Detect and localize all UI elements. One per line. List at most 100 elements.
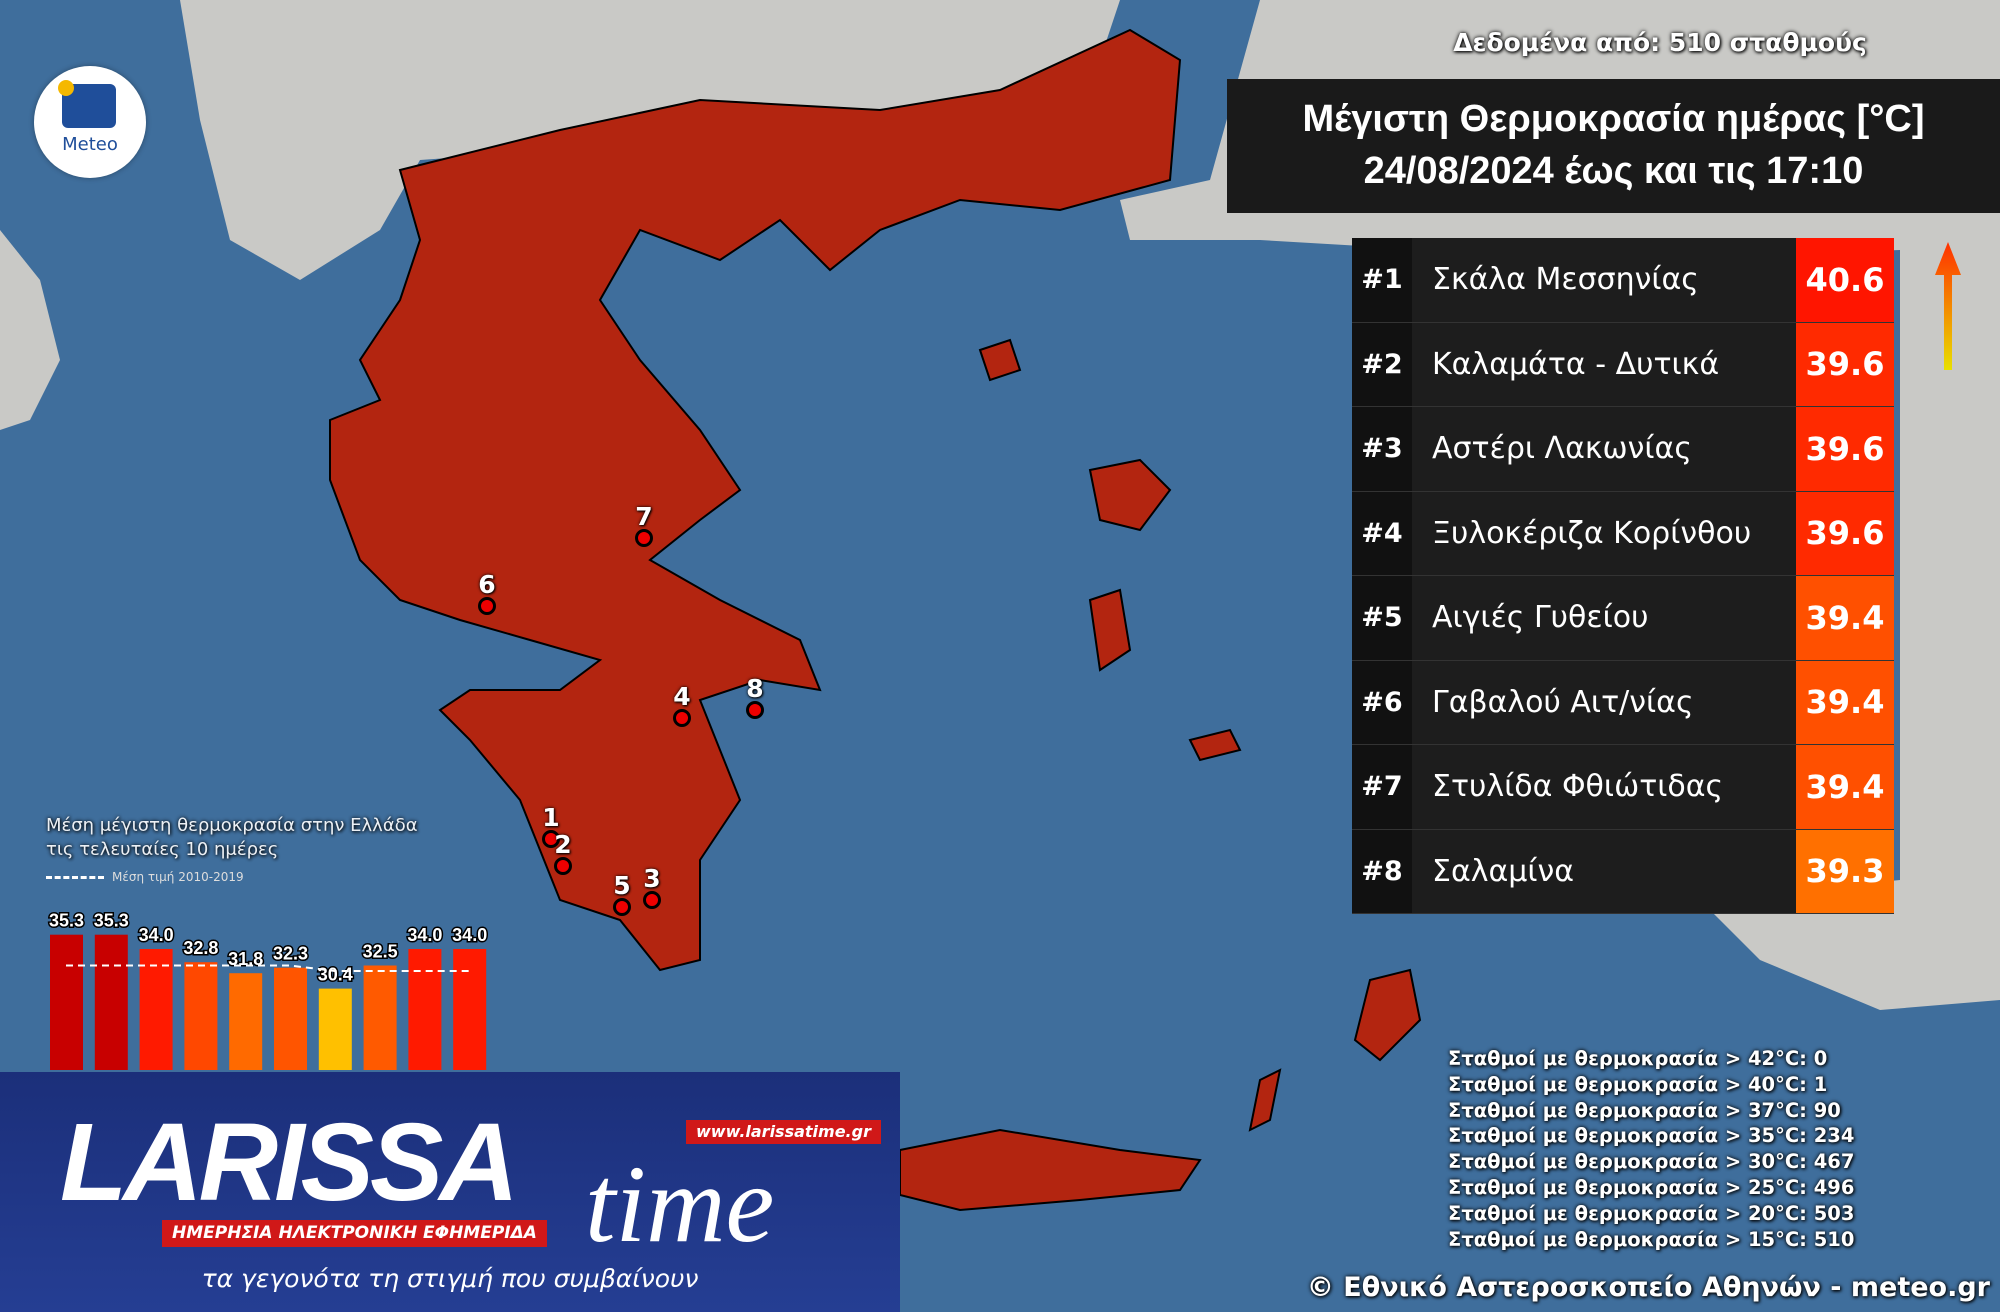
rank: #5	[1352, 576, 1412, 660]
bar	[184, 962, 218, 1070]
ranking-row: #5 Αιγιές Γυθείου 39.4	[1352, 576, 1894, 661]
station-name: Γαβαλού Αιτ/νίας	[1412, 660, 1796, 744]
station-marker	[643, 891, 661, 909]
marker-label: 7	[635, 502, 653, 531]
temperature-value: 39.4	[1796, 660, 1894, 744]
rank: #3	[1352, 407, 1412, 491]
station-marker	[635, 529, 653, 547]
greece-land	[329, 28, 1422, 1212]
dashed-line-icon	[46, 875, 104, 879]
marker-label: 1	[542, 803, 560, 832]
stat-line: Σταθμοί με θερμοκρασία > 37°C: 90	[1448, 1098, 1841, 1122]
bar	[94, 934, 128, 1070]
ranking-row: #8 Σαλαμίνα 39.3	[1352, 829, 1894, 914]
larissatime-banner[interactable]	[0, 1072, 900, 1312]
ranking-row: #6 Γαβαλού Αιτ/νίας 39.4	[1352, 660, 1894, 745]
title: Μέγιστη Θερμοκρασία ημέρας [°C]	[1302, 98, 1925, 140]
bar-label: 35.3	[94, 911, 129, 931]
marker-label: 8	[746, 674, 764, 703]
station-marker	[673, 709, 691, 727]
station-marker	[613, 898, 631, 916]
marker-label: 4	[673, 682, 691, 711]
bar-label: 34.0	[407, 925, 442, 945]
bar-label: 31.8	[228, 949, 263, 969]
brand-name-2: time	[585, 1143, 775, 1265]
bar-label: 32.5	[363, 942, 398, 962]
marker-label: 5	[613, 871, 631, 900]
station-name: Σκάλα Μεσσηνίας	[1412, 238, 1796, 322]
meteo-logo: Meteo	[34, 66, 146, 178]
bar-label: 35.3	[49, 911, 84, 931]
chart-legend: Μέση τιμή 2010-2019	[46, 870, 244, 884]
rank: #7	[1352, 745, 1412, 829]
temperature-value: 39.6	[1796, 322, 1894, 406]
station-marker	[542, 830, 560, 848]
station-marker	[478, 597, 496, 615]
data-source: Δεδομένα από: 510 σταθμούς	[1453, 28, 1867, 57]
temperature-scale-arrow-icon	[1935, 242, 1961, 370]
bar	[363, 965, 397, 1070]
bar	[408, 949, 442, 1070]
marker-label: 2	[554, 830, 572, 859]
stat-line: Σταθμοί με θερμοκρασία > 40°C: 1	[1448, 1072, 1828, 1096]
temperature-value: 39.6	[1796, 491, 1894, 575]
bar-label: 32.8	[183, 938, 218, 958]
bar-label: 30.4	[318, 965, 353, 985]
ranking-row: #4 Ξυλοκέριζα Κορίνθου 39.6	[1352, 491, 1894, 576]
bar	[274, 967, 307, 1070]
rank: #1	[1352, 238, 1412, 322]
station-name: Αστέρι Λακωνίας	[1412, 407, 1796, 491]
station-name: Στυλίδα Φθιώτιδας	[1412, 745, 1796, 829]
bar	[229, 973, 263, 1070]
chart-title-line2: τις τελευταίες 10 ημέρες	[46, 839, 279, 860]
temperature-value: 39.3	[1796, 829, 1894, 913]
bar-label: 34.0	[139, 925, 174, 945]
rank: #2	[1352, 322, 1412, 406]
sun-icon	[58, 80, 74, 96]
brand-name: LARISSA	[60, 1101, 519, 1224]
reference-line	[66, 964, 470, 972]
title-box: Μέγιστη Θερμοκρασία ημέρας [°C] 24/08/20…	[1227, 79, 2000, 213]
banner-subtitle: ΗΜΕΡΗΣΙΑ ΗΛΕΚΤΡΟΝΙΚΗ ΕΦΗΜΕΡΙΔΑ	[162, 1220, 547, 1247]
bar-chart: 35.3 35.3 34.0 32.8 31.8 32.3 30.4 32.5 34.0 34.0	[47, 909, 489, 1070]
rank: #4	[1352, 491, 1412, 575]
station-name: Ξυλοκέριζα Κορίνθου	[1412, 491, 1796, 575]
stat-line: Σταθμοί με θερμοκρασία > 20°C: 503	[1448, 1201, 1855, 1225]
ranking-table: #1 Σκάλα Μεσσηνίας 40.6 #2 Καλαμάτα - Δυτικά…	[1352, 238, 1894, 914]
station-marker	[746, 701, 764, 719]
marker-label: 3	[643, 864, 661, 893]
rank: #8	[1352, 829, 1412, 913]
bar	[139, 949, 173, 1070]
banner-tagline: τα γεγονότα τη στιγμή που συμβαίνουν	[201, 1264, 699, 1293]
date-time: 24/08/2024 έως και τις 17:10	[1363, 150, 1864, 192]
ranking-row: #7 Στυλίδα Φθιώτιδας 39.4	[1352, 745, 1894, 830]
ranking-row: #3 Αστέρι Λακωνίας 39.6	[1352, 407, 1894, 492]
website-link[interactable]: www.larissatime.gr	[686, 1120, 881, 1144]
stat-line: Σταθμοί με θερμοκρασία > 15°C: 510	[1448, 1227, 1855, 1251]
legend-label: Μέση τιμή 2010-2019	[112, 870, 244, 884]
bar	[453, 949, 487, 1070]
bar	[318, 988, 352, 1070]
bar-label: 34.0	[452, 925, 487, 945]
temperature-value: 39.6	[1796, 407, 1894, 491]
stat-line: Σταθμοί με θερμοκρασία > 42°C: 0	[1448, 1047, 1828, 1070]
bar-label: 32.3	[273, 944, 308, 964]
temperature-value: 39.4	[1796, 576, 1894, 660]
ranking-row: #1 Σκάλα Μεσσηνίας 40.6	[1352, 238, 1894, 323]
temperature-value: 39.4	[1796, 745, 1894, 829]
bar	[50, 934, 83, 1070]
station-name: Καλαμάτα - Δυτικά	[1412, 322, 1796, 406]
stat-line: Σταθμοί με θερμοκρασία > 30°C: 467	[1448, 1150, 1855, 1174]
copyright: © Εθνικό Αστεροσκοπείο Αθηνών - meteo.gr	[1306, 1272, 1990, 1303]
station-stats: Σταθμοί με θερμοκρασία > 42°C: 0 Σταθμοί …	[1448, 1046, 1854, 1252]
stat-line: Σταθμοί με θερμοκρασία > 25°C: 496	[1448, 1175, 1855, 1199]
chart-title: Μέση μέγιστη θερμοκρασία στην Ελλάδα τις…	[46, 814, 418, 862]
rank: #6	[1352, 660, 1412, 744]
station-name: Σαλαμίνα	[1412, 829, 1796, 913]
chart-title-line1: Μέση μέγιστη θερμοκρασία στην Ελλάδα	[46, 815, 418, 836]
marker-label: 6	[478, 570, 496, 599]
station-name: Αιγιές Γυθείου	[1412, 576, 1796, 660]
station-marker	[554, 857, 572, 875]
logo-text: Meteo	[62, 134, 118, 155]
stat-line: Σταθμοί με θερμοκρασία > 35°C: 234	[1448, 1124, 1855, 1148]
